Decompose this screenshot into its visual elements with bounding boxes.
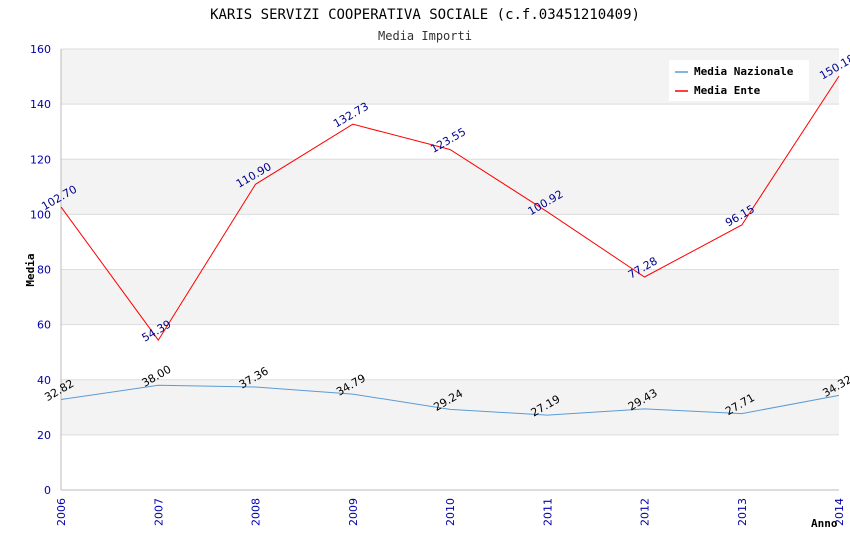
x-axis-label: Anno bbox=[811, 517, 838, 530]
grid-bands bbox=[61, 49, 839, 435]
y-tick-label: 20 bbox=[37, 429, 51, 442]
y-tick-label: 80 bbox=[37, 264, 51, 277]
grid-band bbox=[61, 269, 839, 325]
y-tick-label: 100 bbox=[30, 208, 51, 221]
x-tick-label: 2012 bbox=[639, 498, 652, 526]
x-tick-label: 2011 bbox=[541, 498, 554, 526]
series-line-media-ente bbox=[60, 75, 840, 341]
grid-band bbox=[61, 159, 839, 215]
gridlines bbox=[61, 48, 839, 491]
x-tick-label: 2006 bbox=[55, 498, 68, 526]
y-tick-label: 160 bbox=[30, 43, 51, 56]
y-tick-label: 120 bbox=[30, 153, 51, 166]
x-tick-labels: 2006 2007 2008 2009 2010 2011 2012 2013 2014 bbox=[55, 498, 846, 526]
legend-box bbox=[669, 60, 809, 101]
grid-band bbox=[61, 379, 839, 435]
x-tick-label: 2010 bbox=[444, 498, 457, 526]
legend-label-media-ente: Media Ente bbox=[694, 84, 761, 97]
chart-subtitle: Media Importi bbox=[378, 29, 472, 43]
y-tick-labels: 0 20 40 60 80 100 120 140 160 bbox=[30, 43, 51, 497]
legend: Media Nazionale Media Ente bbox=[669, 60, 809, 101]
data-label: 123.55 bbox=[428, 125, 468, 156]
axes bbox=[60, 49, 839, 491]
y-axis-label: Media bbox=[24, 253, 37, 286]
x-tick-label: 2008 bbox=[250, 498, 263, 526]
chart-title: KARIS SERVIZI COOPERATIVA SOCIALE (c.f.0… bbox=[210, 7, 640, 23]
series-line-media-nazionale bbox=[60, 384, 840, 416]
x-tick-label: 2014 bbox=[833, 498, 846, 526]
y-tick-label: 0 bbox=[44, 484, 51, 497]
legend-label-media-nazionale: Media Nazionale bbox=[694, 65, 794, 78]
y-tick-label: 60 bbox=[37, 319, 51, 332]
y-tick-label: 140 bbox=[30, 98, 51, 111]
y-tick-label: 40 bbox=[37, 374, 51, 387]
x-tick-label: 2007 bbox=[152, 498, 165, 526]
x-tick-label: 2009 bbox=[347, 498, 360, 526]
x-tick-label: 2013 bbox=[736, 498, 749, 526]
series-lines bbox=[60, 75, 840, 416]
